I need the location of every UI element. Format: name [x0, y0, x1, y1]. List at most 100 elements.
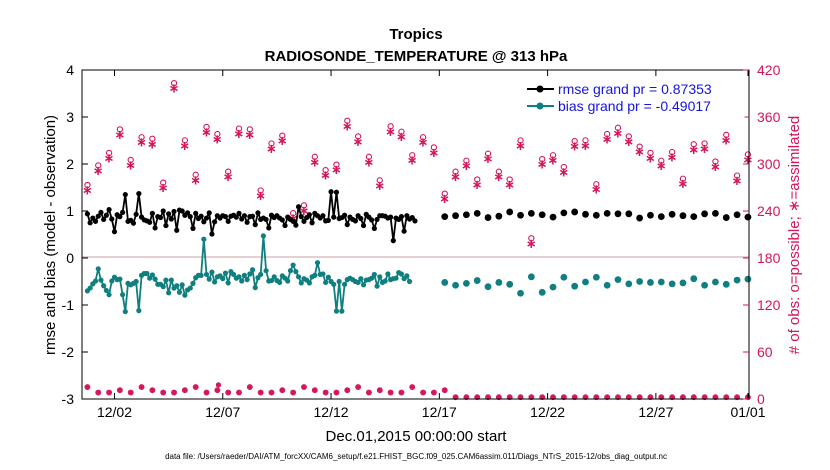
obs-assimilated-marker — [507, 395, 512, 400]
bias-point — [603, 281, 611, 289]
obs-possible-marker — [636, 143, 643, 150]
obs-possible-marker — [192, 171, 199, 178]
bias-point — [636, 278, 644, 285]
rmse-point — [84, 211, 91, 217]
rmse-point — [212, 219, 218, 225]
obs-assimilated-marker — [85, 385, 90, 390]
bias-point — [225, 280, 231, 286]
bias-point — [295, 274, 302, 280]
obs-assimilated-marker — [366, 390, 371, 395]
rmse-point — [160, 208, 166, 214]
obs-assimilated-marker: ∗ — [450, 170, 461, 185]
obs-assimilated-marker — [496, 395, 501, 400]
rmse-point — [398, 214, 405, 220]
obs-possible-marker — [138, 384, 145, 390]
obs-possible-marker — [246, 384, 253, 390]
obs-possible-marker — [452, 168, 459, 175]
obs-assimilated-marker: ∗ — [602, 133, 613, 148]
obs-assimilated-marker: ∗ — [277, 134, 288, 149]
obs-assimilated-marker: ∗ — [169, 82, 180, 97]
obs-assimilated-marker — [561, 395, 566, 400]
rmse-point — [571, 208, 579, 216]
obs-possible-marker — [539, 155, 546, 163]
obs-assimilated-marker: ∗ — [385, 125, 396, 140]
obs-assimilated-marker: ∗ — [428, 146, 439, 161]
obs-possible-marker — [712, 158, 719, 165]
obs-assimilated-marker — [172, 390, 177, 395]
bias-point — [236, 274, 242, 280]
bias-point — [625, 280, 633, 288]
rmse-point — [625, 210, 633, 218]
legend-rmse-marker — [536, 85, 544, 93]
obs-possible-marker — [203, 389, 210, 396]
obs-assimilated-marker: ∗ — [742, 153, 753, 168]
legend-bias-label: bias grand pr = -0.49017 — [558, 98, 711, 114]
rmse-point — [233, 214, 239, 220]
obs-possible-marker — [376, 387, 383, 394]
obs-assimilated-marker: ∗ — [320, 169, 331, 184]
obs-assimilated-marker: ∗ — [569, 140, 580, 155]
obs-assimilated-marker — [117, 388, 122, 393]
obs-possible-marker — [409, 152, 416, 159]
obs-possible-marker — [365, 153, 373, 160]
obs-assimilated-marker — [96, 390, 101, 395]
rmse-point — [236, 210, 242, 216]
rmse-point — [603, 209, 611, 217]
rmse-point — [712, 209, 719, 217]
rmse-point — [152, 225, 158, 231]
bias-point — [103, 287, 109, 294]
obs-possible-marker — [398, 128, 405, 135]
bias-point — [377, 274, 383, 280]
obs-assimilated-marker: ∗ — [125, 158, 136, 173]
bias-point — [109, 278, 115, 284]
obs-possible-marker — [658, 394, 665, 401]
obs-possible-marker — [214, 130, 221, 138]
rmse-point — [168, 216, 174, 222]
obs-assimilated-marker — [215, 382, 222, 388]
obs-assimilated-marker: ∗ — [212, 133, 223, 148]
bias-point — [336, 278, 342, 285]
obs-assimilated-marker: ∗ — [299, 204, 310, 219]
obs-assimilated-marker: ∗ — [623, 135, 634, 150]
rmse-point — [331, 214, 337, 220]
rmse-point — [133, 211, 139, 217]
rmse-point — [179, 208, 185, 214]
rmse-point — [744, 213, 752, 221]
rmse-point — [517, 211, 524, 219]
rmse-point — [722, 214, 730, 221]
obs-possible-marker — [744, 151, 752, 158]
obs-possible-marker — [517, 137, 524, 144]
obs-possible-marker — [690, 141, 697, 148]
bias-point — [244, 277, 250, 283]
rmse-point — [452, 212, 459, 220]
obs-assimilated-marker: ∗ — [634, 145, 645, 160]
obs-assimilated-marker — [670, 395, 675, 400]
obs-assimilated-marker — [442, 388, 447, 393]
bias-point — [331, 281, 337, 287]
legend: rmse grand pr = 0.87353 bias grand pr = … — [522, 78, 745, 119]
rmse-point — [387, 214, 394, 220]
y-axis-left-ticks: -3 -2 -1 0 1 2 3 4 — [62, 62, 88, 407]
bias-point — [277, 279, 283, 286]
rmse-point — [647, 211, 654, 219]
obs-assimilated-marker: ∗ — [645, 151, 656, 166]
obs-assimilated-marker: ∗ — [613, 126, 624, 141]
obs-assimilated-marker — [388, 390, 393, 395]
obs-possible-marker — [593, 181, 600, 188]
bias-point — [285, 278, 291, 284]
obs-assimilated-marker — [334, 390, 339, 395]
obs-possible-marker — [257, 389, 264, 396]
bias-point — [252, 285, 258, 291]
bias-point — [163, 277, 169, 283]
rmse-point — [549, 213, 557, 221]
bias-point — [382, 278, 388, 284]
obs-possible-marker — [105, 149, 113, 157]
obs-assimilated-marker — [345, 388, 350, 393]
obs-assimilated-marker — [464, 395, 469, 400]
obs-possible-marker — [441, 387, 448, 394]
x-axis-ticks: 12/02 12/07 12/12 12/17 12/22 12/27 01/01 — [97, 70, 766, 420]
obs-assimilated-marker — [301, 385, 306, 390]
bias-point — [241, 272, 248, 278]
y-left-tick-label: -3 — [62, 391, 75, 407]
bias-point — [106, 292, 112, 298]
